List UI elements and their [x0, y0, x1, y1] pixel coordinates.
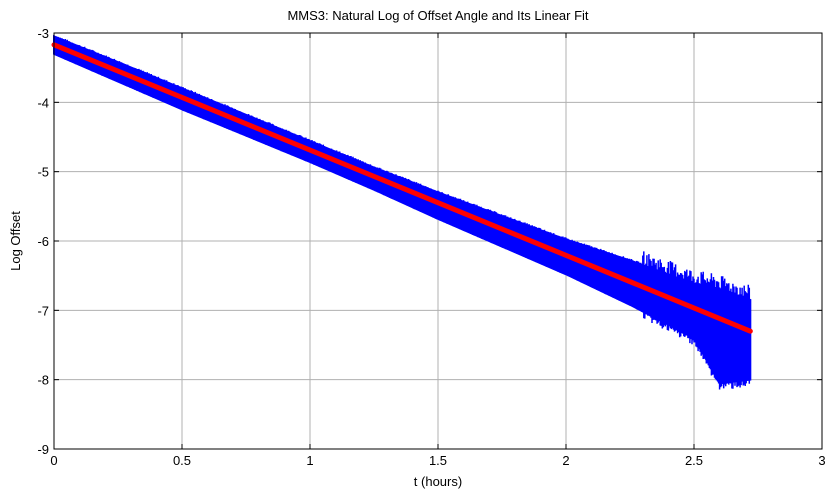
x-tick-label: 2	[562, 453, 569, 468]
x-tick-label: 0	[50, 453, 57, 468]
y-tick-label: -3	[37, 26, 49, 41]
y-tick-label: -5	[37, 165, 49, 180]
y-tick-label: -9	[37, 442, 49, 457]
y-tick-label: -4	[37, 95, 49, 110]
y-tick-label: -6	[37, 234, 49, 249]
x-tick-label: 0.5	[173, 453, 191, 468]
x-tick-label: 2.5	[685, 453, 703, 468]
y-tick-label: -7	[37, 303, 49, 318]
x-tick-label: 1	[306, 453, 313, 468]
y-axis-label: Log Offset	[8, 211, 23, 271]
x-axis-label: t (hours)	[414, 474, 462, 489]
x-tick-label: 1.5	[429, 453, 447, 468]
x-tick-label: 3	[818, 453, 825, 468]
linear-fit-line	[51, 42, 753, 334]
ticks: 0 0.5 1 1.5 2 2.5 3 -3 -4 -5 -6 -7 -8 -9	[37, 26, 825, 468]
y-tick-label: -8	[37, 373, 49, 388]
data-layer	[51, 34, 753, 390]
chart-title: MMS3: Natural Log of Offset Angle and It…	[287, 8, 588, 23]
